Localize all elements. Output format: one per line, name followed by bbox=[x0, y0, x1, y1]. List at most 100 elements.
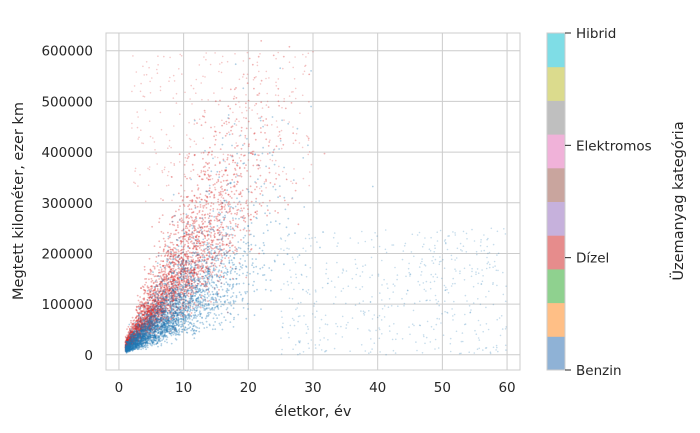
data-point bbox=[127, 344, 129, 347]
data-point bbox=[148, 297, 151, 300]
data-point bbox=[240, 239, 242, 241]
data-point bbox=[127, 338, 129, 341]
data-point bbox=[258, 164, 261, 167]
data-point bbox=[148, 296, 151, 299]
data-point bbox=[496, 346, 498, 349]
data-point bbox=[228, 121, 230, 124]
data-point bbox=[147, 272, 150, 275]
data-point bbox=[142, 314, 145, 317]
data-point bbox=[302, 351, 305, 353]
data-point bbox=[436, 231, 439, 233]
data-point bbox=[187, 238, 190, 240]
data-point bbox=[288, 45, 291, 48]
data-point bbox=[241, 264, 244, 267]
data-point bbox=[178, 258, 181, 261]
data-point bbox=[403, 305, 405, 307]
data-point bbox=[504, 344, 507, 347]
data-point bbox=[314, 316, 317, 318]
data-point bbox=[204, 111, 206, 114]
data-point bbox=[157, 315, 159, 318]
data-point bbox=[221, 207, 224, 210]
data-point bbox=[216, 218, 219, 221]
data-point bbox=[145, 320, 148, 323]
data-point bbox=[188, 137, 191, 140]
data-point bbox=[222, 190, 224, 193]
data-point bbox=[231, 227, 234, 230]
data-point bbox=[140, 323, 143, 326]
data-point bbox=[218, 264, 221, 267]
data-point bbox=[217, 280, 220, 283]
data-point bbox=[369, 351, 372, 353]
data-point bbox=[450, 285, 453, 287]
data-point bbox=[168, 287, 171, 290]
data-point bbox=[156, 68, 158, 71]
data-point bbox=[147, 305, 150, 307]
data-point bbox=[134, 167, 137, 170]
data-point bbox=[184, 156, 187, 159]
data-point bbox=[152, 265, 155, 268]
data-point bbox=[484, 347, 487, 349]
data-point bbox=[172, 305, 175, 307]
data-point bbox=[268, 77, 270, 79]
data-point bbox=[128, 336, 131, 339]
data-point bbox=[172, 299, 175, 302]
data-point bbox=[169, 248, 172, 251]
data-point bbox=[148, 310, 151, 312]
data-point bbox=[184, 253, 186, 256]
data-point bbox=[291, 197, 293, 200]
data-point bbox=[148, 278, 150, 281]
data-point bbox=[161, 301, 163, 304]
data-point bbox=[183, 273, 186, 276]
data-point bbox=[149, 294, 152, 296]
data-point bbox=[202, 166, 205, 169]
data-point bbox=[146, 292, 149, 295]
data-point bbox=[203, 305, 206, 307]
data-point bbox=[164, 299, 167, 302]
data-point bbox=[173, 262, 175, 264]
data-point bbox=[165, 284, 168, 287]
data-point bbox=[133, 324, 136, 327]
data-point bbox=[278, 174, 281, 176]
data-point bbox=[204, 259, 206, 262]
data-point bbox=[149, 135, 152, 138]
data-point bbox=[166, 286, 169, 289]
data-point bbox=[215, 259, 218, 262]
data-point bbox=[496, 318, 499, 321]
data-point bbox=[147, 332, 150, 335]
data-point bbox=[173, 125, 175, 127]
data-point bbox=[156, 297, 158, 299]
data-point bbox=[265, 180, 267, 182]
data-point bbox=[502, 293, 505, 296]
data-point bbox=[125, 341, 128, 344]
data-point bbox=[138, 312, 141, 314]
data-point bbox=[341, 315, 344, 318]
data-point bbox=[212, 203, 215, 205]
data-point bbox=[471, 270, 473, 273]
data-point bbox=[132, 337, 135, 340]
data-point bbox=[423, 263, 426, 266]
data-point bbox=[257, 55, 260, 58]
data-point bbox=[145, 348, 148, 351]
data-point bbox=[370, 338, 372, 340]
data-point bbox=[501, 328, 504, 330]
data-point bbox=[191, 199, 194, 201]
data-point bbox=[419, 262, 422, 265]
data-point bbox=[192, 275, 195, 278]
data-point bbox=[181, 221, 184, 224]
data-point bbox=[233, 88, 236, 91]
data-point bbox=[254, 104, 256, 107]
data-point bbox=[219, 161, 221, 164]
data-point bbox=[446, 248, 449, 251]
data-point bbox=[235, 213, 238, 216]
data-point bbox=[239, 258, 242, 260]
data-point bbox=[147, 313, 150, 316]
data-point bbox=[190, 264, 192, 267]
data-point bbox=[126, 342, 128, 345]
data-point bbox=[136, 342, 139, 345]
data-point bbox=[189, 285, 192, 288]
data-point bbox=[142, 325, 145, 328]
data-point bbox=[238, 101, 240, 103]
data-point bbox=[485, 323, 488, 325]
data-point bbox=[214, 164, 217, 167]
data-point bbox=[160, 268, 163, 271]
